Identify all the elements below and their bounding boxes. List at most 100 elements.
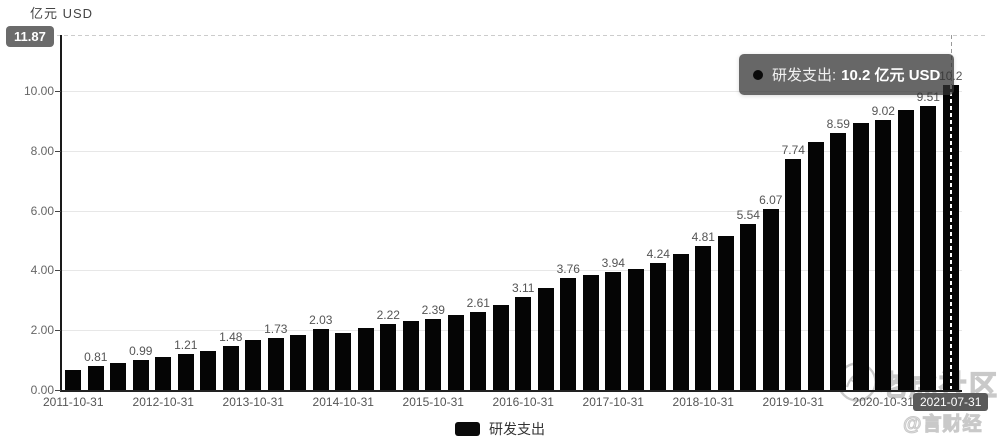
bar[interactable] [717,236,734,390]
bar[interactable] [650,263,667,390]
gridline [62,210,962,212]
axis-max-dashed-line [57,35,986,36]
bar[interactable] [560,277,577,390]
legend[interactable]: 研发支出 [0,419,1000,439]
tooltip: 研发支出: 10.2 亿元 USD [739,54,955,95]
bar[interactable] [537,288,554,390]
y-axis-tick [55,210,61,212]
bar[interactable] [380,323,397,390]
bar[interactable] [357,327,374,390]
bar[interactable] [897,110,914,390]
bar[interactable] [875,120,892,390]
x-tick-label: 2017-10-31 [582,395,644,409]
gridline [62,270,962,272]
gridline [62,150,962,152]
bar[interactable] [110,363,127,390]
y-axis-tick [55,330,61,332]
tooltip-value: 10.2 亿元 USD [841,67,941,84]
bar[interactable] [762,208,779,390]
y-axis-tick [55,270,61,272]
crosshair-line-lower [950,85,953,389]
bar-value-label: 2.22 [376,307,400,322]
bar[interactable] [447,315,464,390]
bar[interactable] [807,142,824,390]
bar[interactable] [200,351,217,390]
bar[interactable] [605,272,622,390]
bar-value-label: 4.81 [691,230,715,245]
y-tick-label: 6.00 [30,203,54,218]
bar[interactable] [627,268,644,390]
bar-value-label: 8.59 [826,117,850,132]
y-axis-max-badge: 11.87 [6,26,54,47]
y-axis-tick [55,390,61,391]
bar[interactable] [470,311,487,390]
bar-value-label: 6.07 [759,192,783,207]
bar[interactable] [245,340,262,390]
bar[interactable] [155,357,172,390]
bar[interactable] [740,224,757,390]
bar[interactable] [267,338,284,390]
bar-value-label: 5.54 [736,208,760,223]
x-tick-label: 2020-10-31 [852,395,914,409]
series-dot-icon [753,69,763,80]
bar-value-label: 2.03 [309,313,333,328]
bar-value-label: 7.74 [781,142,805,157]
y-axis-line [60,35,62,392]
bar[interactable] [177,353,194,390]
bar[interactable] [852,123,869,390]
x-tick-label: 2014-10-31 [312,395,374,409]
tooltip-series-label: 研发支出: [772,67,837,84]
legend-series-label: 研发支出 [489,421,545,437]
x-tick-label: 2015-10-31 [402,395,464,409]
bar-value-label: 1.48 [219,329,243,344]
y-tick-label: 4.00 [30,263,54,278]
bar[interactable] [312,329,329,390]
gridline [62,91,962,92]
bar[interactable] [425,318,442,390]
bar[interactable] [920,105,937,390]
bar[interactable] [335,333,352,390]
legend-swatch-icon [455,422,480,436]
y-axis-tick [55,91,61,92]
y-tick-label: 2.00 [30,323,54,338]
selected-date-badge: 2021-07-31 [913,393,989,411]
bar-value-label: 3.76 [556,261,580,276]
bar-value-label: 1.73 [264,322,288,337]
bar[interactable] [672,253,689,390]
bar[interactable] [290,334,307,390]
y-tick-label: 0.00 [30,383,54,397]
x-tick-label: 2016-10-31 [492,395,554,409]
bar-value-label: 4.24 [646,247,670,262]
x-tick-label: 2019-10-31 [762,395,824,409]
bar-value-label: 3.11 [512,281,535,295]
bar-value-label: 2.39 [421,302,445,317]
gridline [62,330,962,332]
y-tick-label: 8.00 [30,143,54,158]
bar-value-label: 9.02 [871,104,895,119]
x-tick-label: 2012-10-31 [132,395,194,409]
y-tick-label: 10.00 [23,84,54,98]
x-tick-label: 2018-10-31 [672,395,734,409]
bar[interactable] [87,365,104,390]
x-tick-label: 2013-10-31 [222,395,284,409]
y-axis-unit-label: 亿元 USD [30,6,94,21]
bar[interactable] [492,304,509,390]
bar-value-label: 0.81 [84,349,108,364]
bar[interactable] [695,246,712,390]
bar[interactable] [132,360,149,390]
bar-value-label: 2.61 [466,295,490,310]
bar[interactable] [582,275,599,390]
bar-value-label: 1.21 [174,337,198,352]
bar[interactable] [785,158,802,390]
bar[interactable] [515,297,532,390]
bar[interactable] [222,345,239,390]
x-tick-label: 2011-10-31 [43,395,104,409]
bar[interactable] [830,133,847,390]
y-axis-tick [55,150,61,152]
x-axis-line [60,390,962,392]
bar[interactable] [402,321,419,390]
bar[interactable] [65,369,82,390]
bar-value-label: 0.99 [129,344,153,359]
bar-value-label: 3.94 [601,256,625,271]
